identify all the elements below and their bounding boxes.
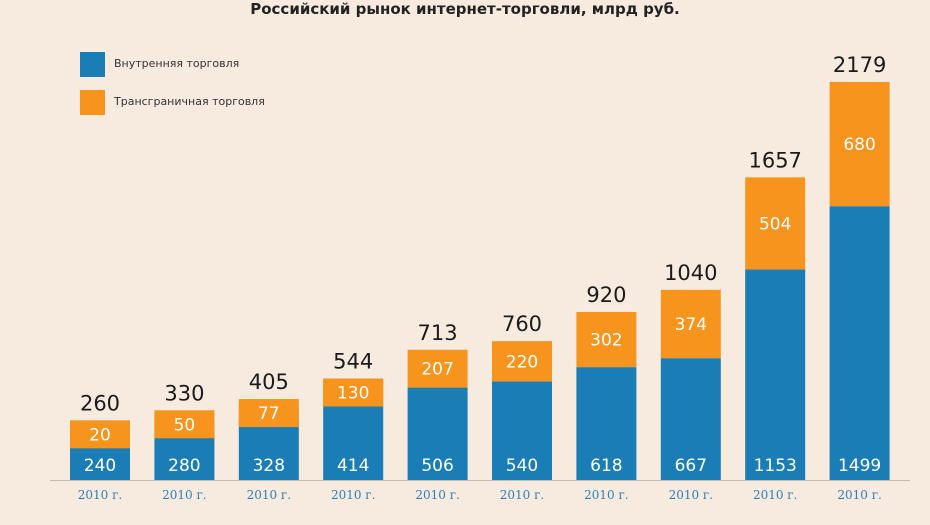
bar-label-domestic: 540 [506, 456, 538, 476]
bar-label-crossborder: 374 [675, 315, 707, 335]
bar-crossborder [407, 349, 468, 388]
bar-label-crossborder: 50 [174, 415, 196, 435]
bar-domestic [745, 269, 806, 480]
bar-total-label: 405 [249, 370, 289, 394]
bar-domestic [660, 358, 721, 480]
bar-label-tab-crossborder [323, 378, 384, 407]
bar-total-label: 713 [418, 321, 458, 345]
bar-total-label: 1657 [748, 148, 801, 172]
x-tick-label: 2010 г. [500, 488, 544, 502]
bar-label-domestic: 1499 [838, 456, 881, 476]
bar-total-label: 920 [586, 283, 626, 307]
x-tick-label: 2010 г. [753, 488, 797, 502]
x-tick-label: 2010 г. [584, 488, 628, 502]
bar-label-tab-crossborder [238, 399, 299, 428]
bar-total-label: 260 [80, 391, 120, 415]
bar-label-domestic: 506 [421, 456, 453, 476]
bar-label-crossborder: 77 [258, 404, 280, 424]
bar-label-crossborder: 220 [506, 352, 538, 372]
legend-label-domestic: Внутренняя торговля [114, 57, 240, 70]
bar-label-tab-crossborder [70, 420, 130, 449]
bar-label-crossborder: 504 [759, 214, 791, 234]
bar-domestic [492, 381, 552, 480]
bar-label-domestic: 667 [675, 456, 707, 476]
x-tick-label: 2010 г. [247, 488, 291, 502]
bar-label-domestic: 618 [590, 456, 622, 476]
legend-label-crossborder: Трансграничная торговля [114, 95, 265, 108]
x-tick-label: 2010 г. [415, 488, 459, 502]
bar-domestic [323, 404, 384, 480]
bar-domestic [238, 420, 299, 480]
bar-domestic [829, 206, 890, 480]
bar-label-crossborder: 207 [421, 360, 453, 380]
bar-total-label: 760 [502, 312, 542, 336]
bar-crossborder [492, 341, 552, 382]
bar-label-crossborder: 20 [89, 425, 111, 445]
bar-crossborder [576, 311, 637, 368]
bar-label-crossborder: 680 [843, 135, 875, 155]
bar-total-label: 2179 [833, 53, 886, 77]
chart-title: Российский рынок интернет-торговли, млрд… [250, 0, 680, 18]
legend-swatch-domestic [80, 52, 105, 77]
x-tick-label: 2010 г. [669, 488, 713, 502]
bar-label-domestic: 328 [253, 456, 285, 476]
bar-crossborder [660, 289, 721, 359]
bar-crossborder [745, 177, 806, 270]
bar-crossborder [829, 82, 890, 207]
bar-total-label: 1040 [664, 261, 717, 285]
bar-label-domestic: 280 [168, 456, 200, 476]
bar-total-label: 544 [333, 350, 373, 374]
bar-label-crossborder: 130 [337, 384, 369, 404]
x-tick-label: 2010 г. [837, 488, 881, 502]
bar-label-domestic: 414 [337, 456, 369, 476]
x-tick-label: 2010 г. [78, 488, 122, 502]
bar-label-tab-crossborder [154, 410, 215, 439]
bar-domestic [576, 367, 637, 480]
x-tick-label: 2010 г. [162, 488, 206, 502]
bar-label-domestic: 240 [84, 456, 116, 476]
bar-domestic [407, 387, 468, 480]
bar-label-crossborder: 302 [590, 331, 622, 351]
bar-label-domestic: 1153 [754, 456, 797, 476]
bar-total-label: 330 [164, 381, 204, 405]
x-tick-label: 2010 г. [331, 488, 375, 502]
legend-swatch-crossborder [80, 90, 105, 115]
